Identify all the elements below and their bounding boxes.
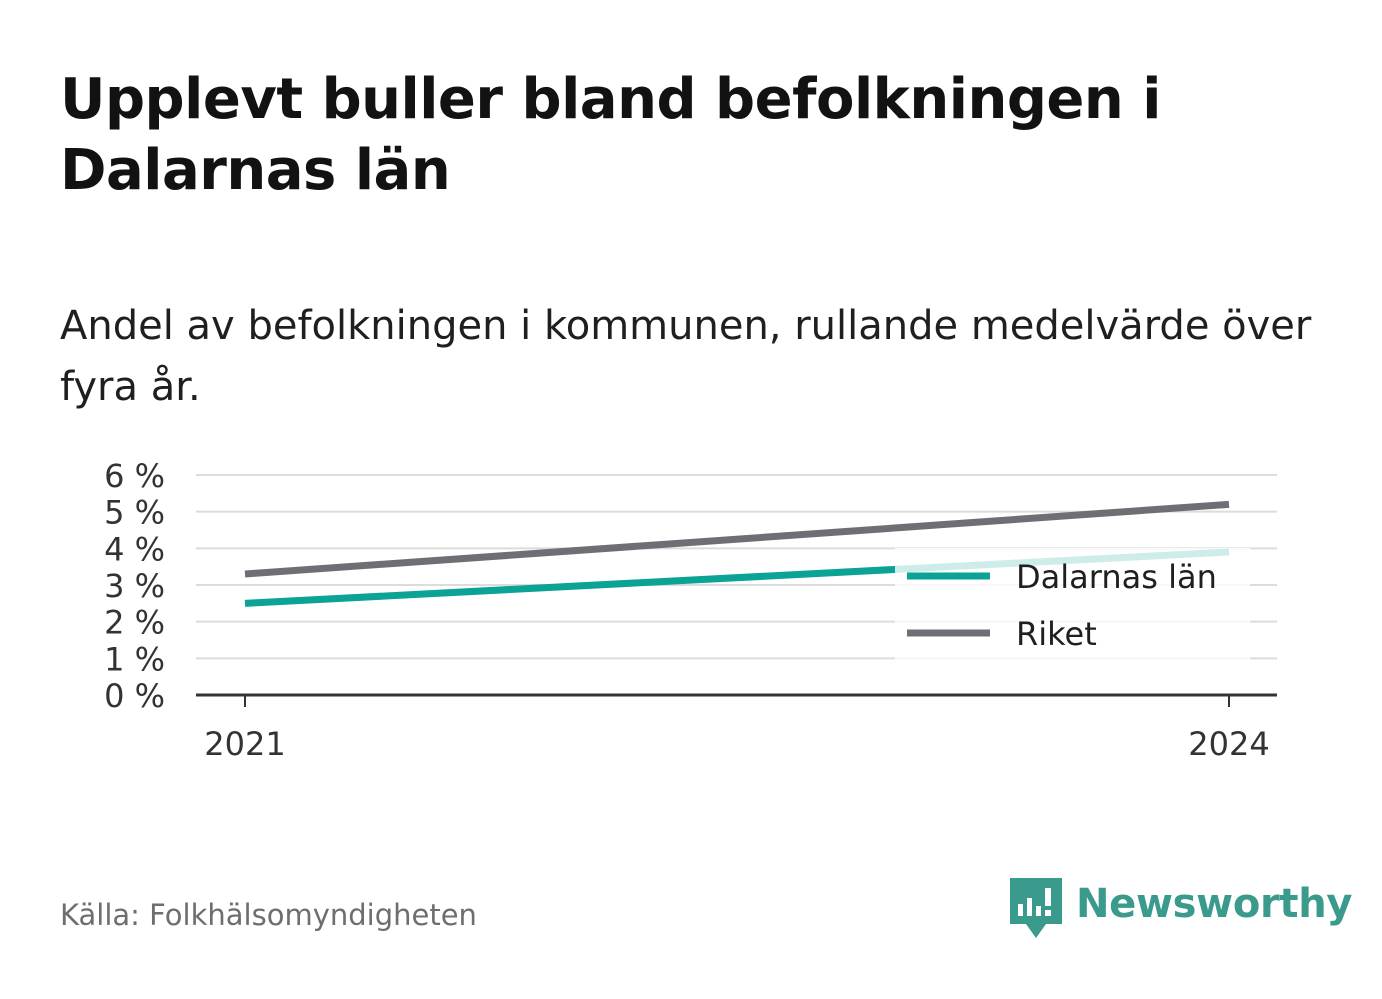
legend-background — [895, 548, 1250, 660]
y-tick-label: 0 % — [104, 677, 165, 715]
y-tick-label: 6 % — [104, 457, 165, 495]
series-line-riket — [244, 500, 1230, 578]
chart-title: Upplevt buller bland befolkningen i Dala… — [60, 67, 1161, 203]
x-tick-label: 2024 — [1188, 725, 1269, 763]
line-chart: 0 %1 %2 %3 %4 %5 %6 % 2021 2024 Dalarnas lä… — [104, 457, 1277, 763]
y-tick-label: 4 % — [104, 530, 165, 568]
legend-label: Riket — [1016, 615, 1097, 653]
newsworthy-logo: Newsworthy — [1010, 878, 1353, 940]
legend-label: Dalarnas län — [1016, 558, 1217, 596]
newsworthy-logo-icon — [1010, 878, 1062, 938]
logo-text: Newsworthy — [1076, 881, 1353, 927]
y-tick-label: 5 % — [104, 494, 165, 532]
legend: Dalarnas län Riket — [895, 548, 1250, 660]
chart-subtitle: Andel av befolkningen i kommunen, rullan… — [60, 303, 1312, 410]
x-tick-label: 2021 — [204, 725, 285, 763]
source-note: Källa: Folkhälsomyndigheten — [60, 898, 477, 932]
y-tick-label: 1 % — [104, 640, 165, 678]
y-tick-label: 3 % — [104, 567, 165, 605]
y-tick-label: 2 % — [104, 604, 165, 642]
